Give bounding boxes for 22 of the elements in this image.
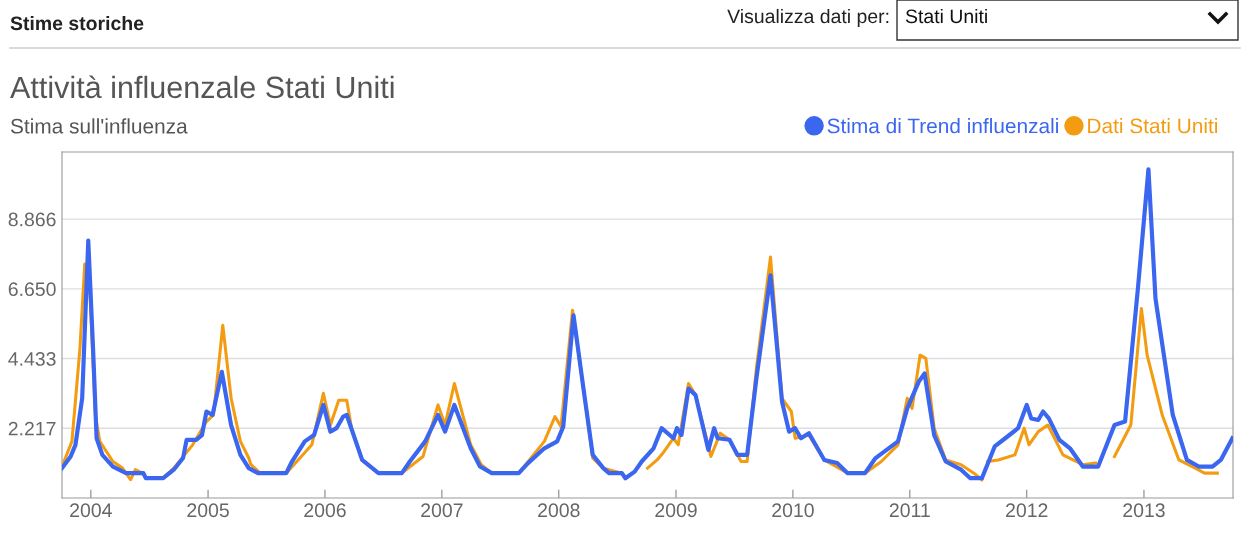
x-tick-label: 2011 [889,503,930,518]
y-axis-title: Stima sull'influenza [10,118,188,134]
y-tick-label: 2.217 [8,421,56,436]
chart-title: Attività influenzale Stati Uniti [10,75,394,99]
x-tick-label: 2009 [655,503,697,518]
x-tick-label: 2005 [187,503,229,518]
x-tick-label: 2010 [772,503,814,518]
legend-label: Dati Stati Uniti [1088,118,1218,134]
y-tick-label: 8.866 [8,212,56,227]
x-tick-label: 2013 [1123,503,1165,518]
x-tick-label: 2006 [304,503,346,518]
text: Stime storiche [10,15,144,31]
y-tick-label: 4.433 [8,352,56,366]
text: Stati Uniti [905,8,987,24]
x-tick-label: 2007 [421,503,463,518]
x-tick-label: 2012 [1006,503,1048,518]
legend-label: Stima di Trend influenzali [827,118,1058,134]
line-series [62,167,1233,481]
text: Visualizza dati per: [727,8,889,28]
x-tick-label: 2004 [70,503,112,518]
x-tick-label: 2008 [538,503,580,518]
y-tick-label: 6.650 [8,282,56,297]
